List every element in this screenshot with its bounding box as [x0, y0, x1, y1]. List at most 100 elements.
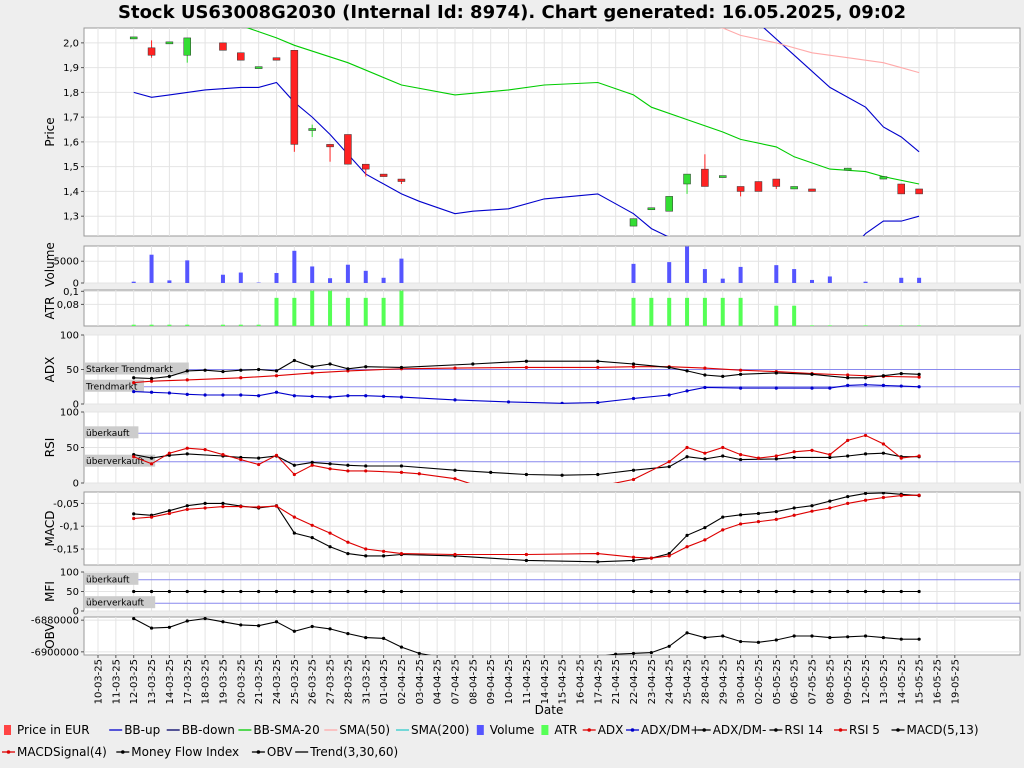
data-point: [346, 551, 350, 556]
data-point: [185, 378, 189, 382]
data-point: [167, 374, 171, 378]
legend-label: BB-SMA-20: [253, 723, 319, 737]
bar: [827, 325, 832, 326]
data-point: [221, 393, 225, 397]
data-point: [149, 462, 154, 466]
data-point: [703, 373, 707, 377]
legend-item-adx-dm-: ADX/DM+: [626, 723, 700, 737]
legend-item-macd-5-13-: MACD(5,13): [891, 723, 979, 737]
x-tick-label: 14-03-25: [165, 659, 176, 704]
data-point: [596, 401, 600, 404]
x-tick-label: 25-04-25: [683, 659, 694, 704]
candle-body: [629, 218, 638, 227]
data-point: [239, 368, 243, 372]
candle-body: [290, 50, 299, 145]
data-point: [667, 460, 671, 464]
band-label: überverkauft: [86, 599, 145, 609]
legend-marker: [702, 728, 706, 732]
bar: [292, 250, 297, 283]
bar: [702, 297, 707, 326]
bar: [899, 325, 904, 326]
data-point: [149, 456, 154, 460]
data-point: [685, 533, 689, 537]
data-point: [560, 473, 564, 477]
data-point: [167, 589, 171, 594]
x-tick-label: 14-04-25: [540, 659, 551, 704]
legend-marker: [6, 750, 11, 754]
data-point: [917, 637, 921, 641]
data-point: [631, 555, 636, 559]
data-point: [364, 589, 368, 594]
data-point: [132, 516, 136, 521]
data-point: [899, 589, 903, 594]
x-tick-label: 02-05-25: [754, 659, 765, 704]
x-tick-label: 05-05-25: [772, 659, 783, 704]
panel-plot-area: [132, 617, 921, 655]
data-point: [810, 372, 814, 376]
data-point: [721, 445, 725, 450]
data-point: [828, 506, 832, 510]
data-point: [310, 624, 314, 629]
data-point: [346, 589, 350, 594]
data-point: [149, 626, 154, 630]
data-point: [863, 634, 868, 638]
data-point: [828, 499, 832, 503]
bar: [667, 297, 672, 326]
data-point: [292, 589, 296, 594]
candle-body: [754, 181, 763, 192]
bar: [631, 297, 636, 326]
x-tick-label: 27-03-25: [326, 659, 337, 704]
data-point: [328, 467, 332, 471]
y-tick-label: 50: [66, 365, 79, 376]
legend-swatch: [476, 725, 484, 735]
panel-background: [83, 491, 1021, 566]
data-point: [221, 453, 225, 457]
data-point: [774, 638, 778, 642]
bar: [238, 324, 243, 326]
y-tick-label: 0: [73, 400, 79, 411]
panel-plot-area: [131, 290, 922, 326]
data-point: [721, 515, 725, 519]
bar: [310, 290, 315, 326]
chart-panels: 2,01,91,81,71,61,51,41,3Price50000Volume…: [31, 27, 1021, 658]
legend-label: RSI 14: [784, 723, 823, 737]
bar: [131, 324, 136, 326]
data-point: [149, 379, 154, 383]
x-tick-label: 10-04-25: [504, 659, 515, 704]
data-point: [257, 589, 261, 594]
data-point: [917, 372, 921, 376]
candle-body: [808, 188, 816, 192]
data-point: [721, 634, 725, 638]
data-point: [881, 635, 886, 640]
legend-marker: [256, 750, 261, 754]
data-point: [596, 560, 600, 564]
x-tick-label: 21-03-25: [254, 659, 265, 704]
y-tick-label: 50: [66, 443, 79, 454]
legend-marker: [774, 728, 778, 732]
legend-label: MACDSignal(4): [17, 745, 107, 759]
band-label: überkauft: [86, 429, 130, 439]
data-point: [257, 367, 261, 372]
y-axis-label: MFI: [43, 581, 57, 602]
bar: [399, 258, 404, 283]
x-tick-label: 11-03-25: [111, 659, 122, 704]
y-axis-label: ATR: [43, 297, 57, 320]
y-tick-label: 0,08: [57, 300, 79, 311]
data-point: [328, 462, 332, 466]
data-point: [685, 631, 689, 635]
bar: [917, 325, 922, 326]
bar: [131, 281, 136, 283]
data-point: [631, 468, 636, 472]
data-point: [346, 394, 350, 398]
data-point: [649, 651, 653, 655]
candle-body: [790, 186, 798, 190]
band-label: überkauft: [86, 575, 130, 585]
data-point: [792, 589, 796, 594]
legend-item-trend-3-30-60-: Trend(3,30,60): [295, 745, 398, 759]
data-point: [132, 389, 136, 394]
legend-marker: [630, 728, 635, 732]
data-point: [703, 635, 707, 640]
x-tick-label: 13-05-25: [879, 659, 890, 704]
data-point: [257, 462, 261, 467]
